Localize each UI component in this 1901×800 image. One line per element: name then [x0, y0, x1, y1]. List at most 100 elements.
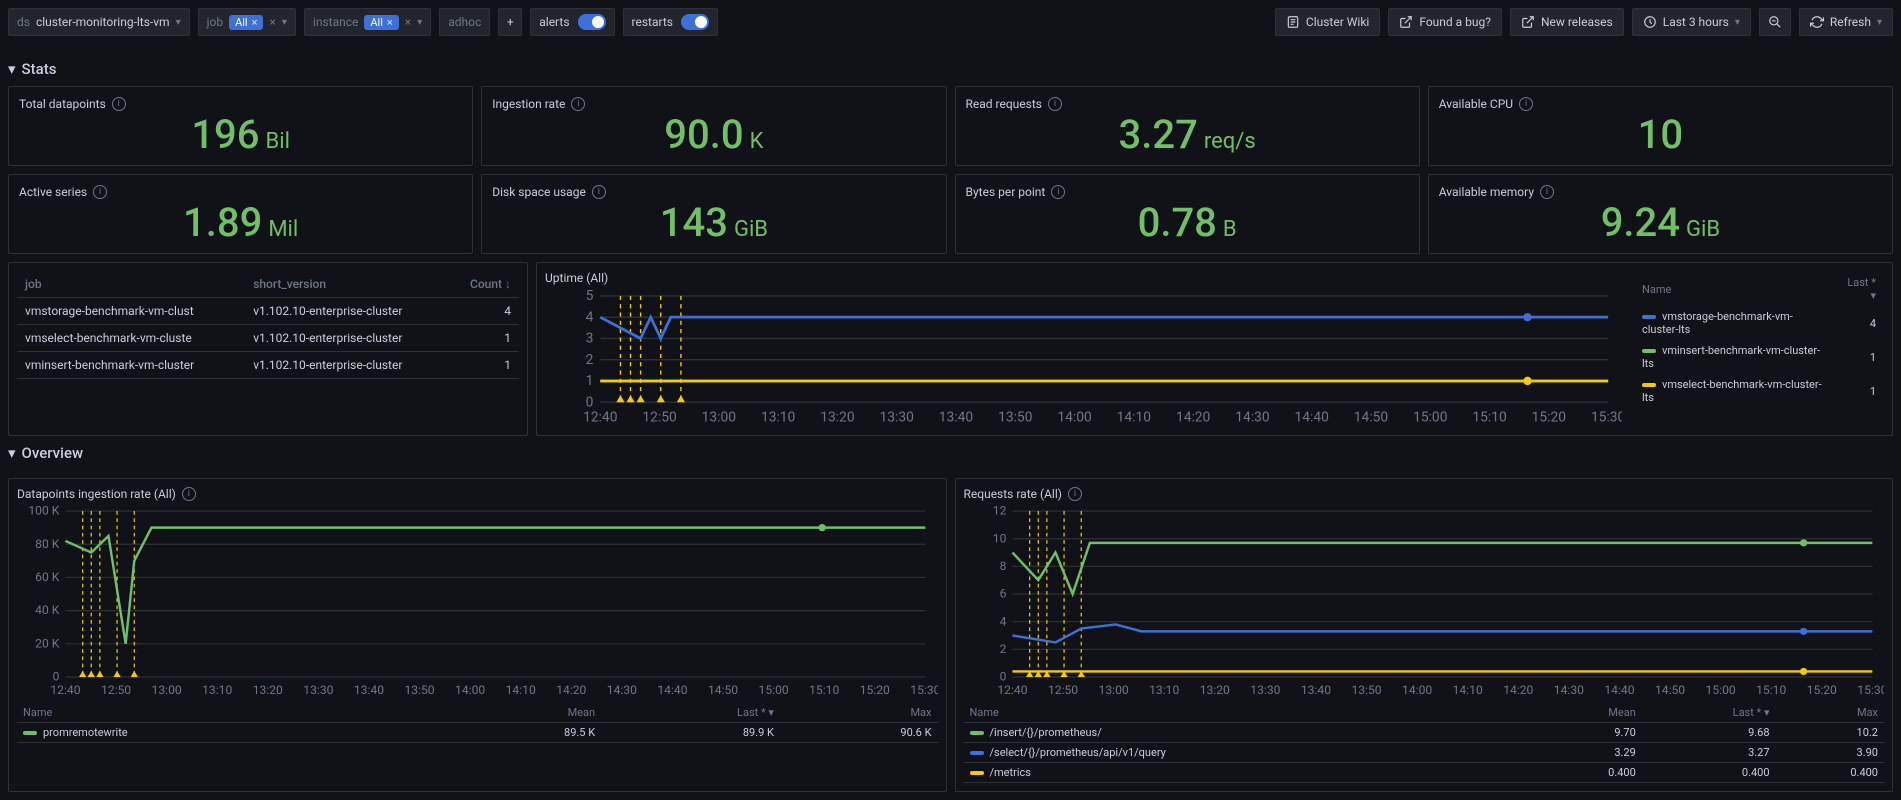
legend-header[interactable]: Last * ▾: [601, 703, 780, 723]
legend-header[interactable]: Mean: [444, 703, 602, 723]
switch-icon[interactable]: [681, 14, 709, 30]
table-cell: 1: [449, 325, 519, 352]
info-icon[interactable]: i: [1068, 487, 1082, 501]
alerts-toggle[interactable]: alerts: [530, 8, 614, 36]
legend-header[interactable]: Max: [1776, 703, 1884, 723]
legend-max: 10.2: [1776, 722, 1884, 742]
instance-selector[interactable]: instance All × × ▾: [304, 8, 431, 36]
legend-header[interactable]: Mean: [1533, 703, 1641, 723]
ds-selector[interactable]: ds cluster-monitoring-lts-vm ▾: [8, 8, 190, 36]
svg-text:14:00: 14:00: [1057, 410, 1091, 426]
svg-text:13:00: 13:00: [1098, 683, 1128, 697]
legend-row[interactable]: vmstorage-benchmark-vm-cluster-lts 4: [1636, 307, 1882, 339]
stat-panel: Total datapoints i 196 Bil: [8, 86, 473, 166]
svg-text:15:10: 15:10: [809, 683, 839, 697]
add-button[interactable]: +: [498, 8, 522, 36]
legend-name: /insert/{}/prometheus/: [964, 722, 1534, 742]
time-range-picker[interactable]: Last 3 hours ▾: [1632, 8, 1751, 36]
stat-unit: req/s: [1204, 129, 1256, 154]
table-header[interactable]: job: [17, 271, 245, 298]
svg-text:13:40: 13:40: [1300, 683, 1330, 697]
requests-chart[interactable]: 12108642012:4012:5013:0013:1013:2013:301…: [964, 505, 1885, 699]
toolbar: ds cluster-monitoring-lts-vm ▾ job All ×…: [8, 8, 1893, 36]
legend-header[interactable]: Name: [17, 703, 444, 723]
job-chip-text: All: [235, 16, 248, 29]
stat-value: 90.0: [664, 111, 743, 158]
info-icon[interactable]: i: [1051, 185, 1065, 199]
job-chip[interactable]: All ×: [229, 15, 263, 30]
legend-last: 1: [1835, 341, 1882, 373]
restarts-toggle[interactable]: restarts: [623, 8, 718, 36]
info-icon[interactable]: i: [1519, 97, 1533, 111]
table-cell: vmstorage-benchmark-vm-clust: [17, 298, 245, 325]
stat-unit: Mil: [268, 217, 298, 242]
info-icon[interactable]: i: [112, 97, 126, 111]
close-icon[interactable]: ×: [269, 15, 275, 29]
stat-value: 143: [660, 199, 728, 246]
stats-title: Stats: [22, 60, 57, 78]
ingestion-chart[interactable]: 100 K80 K60 K40 K20 K012:4012:5013:0013:…: [17, 505, 938, 699]
requests-legend: NameMeanLast * ▾Max /insert/{}/prometheu…: [964, 703, 1885, 783]
job-selector[interactable]: job All × × ▾: [198, 8, 296, 36]
legend-row[interactable]: /select/{}/prometheus/api/v1/query 3.29 …: [964, 742, 1885, 762]
legend-header[interactable]: Max: [780, 703, 938, 723]
legend-row[interactable]: promremotewrite 89.5 K 89.9 K 90.6 K: [17, 722, 938, 742]
info-icon[interactable]: i: [1540, 185, 1554, 199]
close-icon[interactable]: ×: [387, 16, 393, 29]
zoom-out-button[interactable]: [1759, 8, 1791, 36]
info-icon[interactable]: i: [93, 185, 107, 199]
overview-section-header[interactable]: ▾ Overview: [8, 436, 1893, 470]
svg-text:14:50: 14:50: [1354, 410, 1388, 426]
legend-max: 0.400: [1776, 762, 1884, 782]
info-icon[interactable]: i: [571, 97, 585, 111]
overview-title: Overview: [22, 444, 84, 462]
close-icon[interactable]: ×: [405, 15, 411, 29]
svg-text:15:00: 15:00: [759, 683, 789, 697]
stat-value: 10: [1638, 111, 1683, 158]
stat-panel: Active series i 1.89 Mil: [8, 174, 473, 254]
table-row[interactable]: vmstorage-benchmark-vm-clustv1.102.10-en…: [17, 298, 519, 325]
legend-header[interactable]: Last * ▾: [1642, 703, 1776, 723]
legend-row[interactable]: /metrics 0.400 0.400 0.400: [964, 762, 1885, 782]
table-header[interactable]: short_version: [245, 271, 449, 298]
legend-row[interactable]: /insert/{}/prometheus/ 9.70 9.68 10.2: [964, 722, 1885, 742]
stats-section-header[interactable]: ▾ Stats: [8, 52, 1893, 86]
found-bug-link[interactable]: Found a bug?: [1388, 8, 1502, 36]
table-row[interactable]: vmselect-benchmark-vm-clustev1.102.10-en…: [17, 325, 519, 352]
info-icon[interactable]: i: [1048, 97, 1062, 111]
refresh-button[interactable]: Refresh ▾: [1799, 8, 1893, 36]
svg-text:13:00: 13:00: [702, 410, 736, 426]
info-icon[interactable]: i: [182, 487, 196, 501]
legend-row[interactable]: vmselect-benchmark-vm-cluster-lts 1: [1636, 375, 1882, 407]
legend-row[interactable]: vminsert-benchmark-vm-cluster-lts 1: [1636, 341, 1882, 373]
stat-title: Available CPU: [1439, 97, 1513, 111]
refresh-label: Refresh: [1830, 15, 1871, 29]
svg-text:15:30: 15:30: [1857, 683, 1884, 697]
svg-text:10: 10: [992, 531, 1006, 545]
switch-icon[interactable]: [578, 14, 606, 30]
svg-text:15:10: 15:10: [1756, 683, 1786, 697]
svg-text:14:40: 14:40: [1604, 683, 1634, 697]
cluster-wiki-link[interactable]: Cluster Wiki: [1275, 8, 1380, 36]
new-releases-link[interactable]: New releases: [1510, 8, 1624, 36]
table-header[interactable]: Count ↓: [449, 271, 519, 298]
info-icon[interactable]: i: [592, 185, 606, 199]
uptime-legend: Name Last * ▾ vmstorage-benchmark-vm-clu…: [1634, 271, 1884, 409]
stat-title: Available memory: [1439, 185, 1534, 199]
close-icon[interactable]: ×: [252, 16, 258, 29]
instance-chip[interactable]: All ×: [364, 15, 398, 30]
adhoc-selector[interactable]: adhoc: [439, 8, 490, 36]
legend-name: vmselect-benchmark-vm-cluster-lts: [1636, 375, 1833, 407]
legend-name: /metrics: [964, 762, 1534, 782]
stat-title: Read requests: [966, 97, 1042, 111]
table-cell: 4: [449, 298, 519, 325]
table-row[interactable]: vminsert-benchmark-vm-clusterv1.102.10-e…: [17, 352, 519, 379]
svg-text:12:40: 12:40: [997, 683, 1027, 697]
legend-col-last[interactable]: Last * ▾: [1835, 273, 1882, 305]
svg-text:14:10: 14:10: [506, 683, 536, 697]
uptime-chart[interactable]: 54321012:4012:5013:0013:1013:2013:3013:4…: [545, 289, 1622, 427]
svg-text:6: 6: [999, 587, 1006, 601]
svg-text:14:30: 14:30: [1553, 683, 1583, 697]
svg-text:13:30: 13:30: [1250, 683, 1280, 697]
legend-header[interactable]: Name: [964, 703, 1534, 723]
